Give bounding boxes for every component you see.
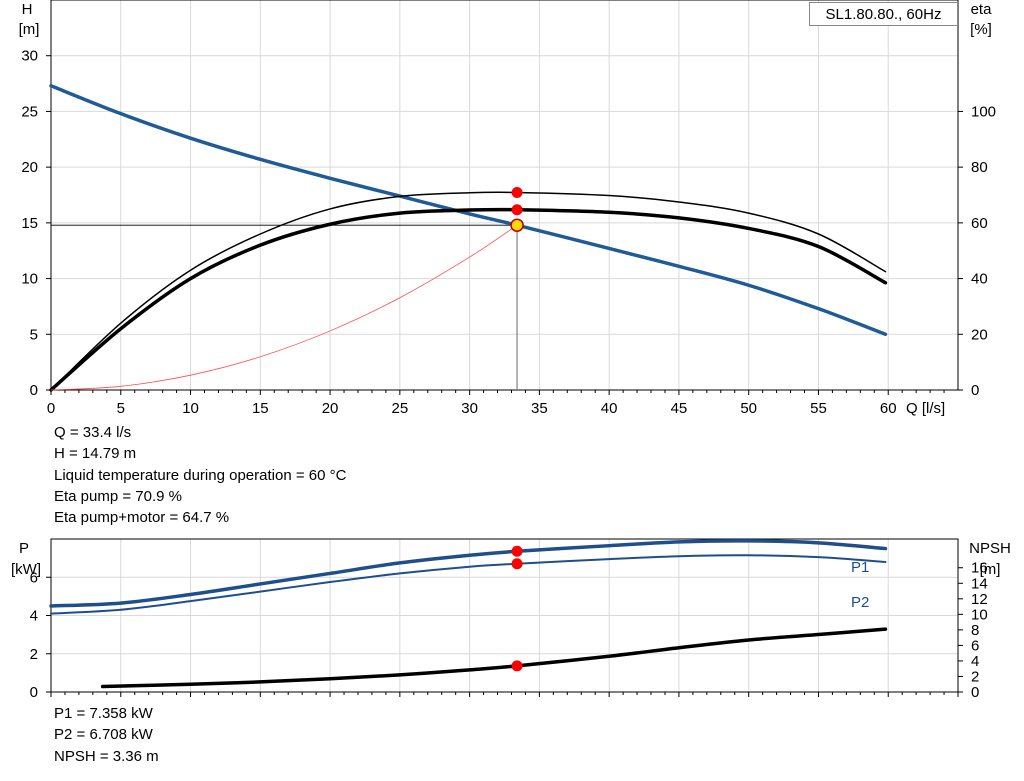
eta-pump-motor-curve: [49, 207, 888, 392]
info-p1: P1 = 7.358 kW: [54, 705, 153, 722]
p-axis-title: P: [19, 540, 29, 557]
x-axis-title: Q [l/s]: [906, 400, 945, 417]
x-tick-label: 10: [182, 400, 199, 417]
y-axis-title: H: [22, 1, 33, 18]
eta-pump-curve: [50, 191, 887, 391]
eta-tick-label: 0: [971, 382, 979, 399]
npsh-tick-label: 6: [971, 637, 979, 654]
p-axis-unit: [kW]: [11, 561, 41, 578]
npsh-tick-label: 12: [971, 591, 988, 608]
x-tick-label: 45: [671, 400, 688, 417]
y-tick-label: 0: [30, 382, 38, 399]
head-curve: [49, 84, 888, 337]
x-tick-label: 55: [810, 400, 827, 417]
eta-tick-label: 20: [971, 326, 988, 343]
info-npsh: NPSH = 3.36 m: [54, 747, 159, 765]
npsh-tick-label: 16: [971, 560, 988, 577]
y-tick-label: 25: [21, 103, 38, 120]
p-tick-label: 4: [30, 608, 38, 625]
npsh-axis-title: NPSH: [969, 540, 1011, 557]
npsh-tick-label: 10: [971, 606, 988, 623]
eta-tick-label: 80: [971, 159, 988, 176]
pump-model-legend: SL1.80.80., 60Hz: [809, 2, 958, 26]
y-tick-label: 15: [21, 215, 38, 232]
x-tick-label: 50: [740, 400, 757, 417]
system-curve: [50, 224, 518, 391]
info-eta-pump: Eta pump = 70.9 %: [54, 487, 182, 505]
y-axis-unit: [m]: [19, 21, 40, 38]
operating-point-marker: [511, 558, 523, 570]
power-info: P1 = 7.358 kW P2 = 6.708 kW NPSH = 3.36 …: [54, 703, 159, 767]
npsh-curve: [100, 627, 888, 689]
x-tick-label: 25: [392, 400, 409, 417]
x-tick-label: 35: [531, 400, 548, 417]
operating-point-marker: [511, 545, 523, 557]
npsh-tick-label: 4: [971, 653, 979, 670]
eta-tick-label: 60: [971, 215, 988, 232]
x-tick-label: 30: [461, 400, 478, 417]
x-tick-label: 20: [322, 400, 339, 417]
y-tick-label: 10: [21, 271, 38, 288]
eta-tick-label: 100: [971, 103, 996, 120]
npsh-axis-unit: [m]: [980, 561, 1001, 578]
npsh-tick-label: 2: [971, 668, 979, 685]
eta-axis-unit: [%]: [970, 21, 992, 38]
y-tick-label: 20: [21, 159, 38, 176]
operating-point-marker: [511, 186, 523, 198]
p-tick-label: 0: [30, 684, 38, 701]
x-tick-label: 5: [117, 400, 125, 417]
info-liquid-temperature: Liquid temperature during operation = 60…: [54, 466, 347, 484]
info-p2: P2 = 6.708 kW: [54, 726, 153, 744]
p2-label: P2: [851, 594, 869, 611]
p1-curve: [49, 539, 888, 608]
x-tick-label: 40: [601, 400, 618, 417]
x-tick-label: 0: [47, 400, 55, 417]
p1-label: P1: [851, 559, 869, 576]
info-flow: Q = 33.4 l/s: [54, 424, 132, 441]
y-tick-label: 5: [30, 326, 38, 343]
npsh-tick-label: 0: [971, 684, 979, 701]
x-tick-label: 60: [880, 400, 897, 417]
legend-label: SL1.80.80., 60Hz: [825, 6, 942, 23]
npsh-tick-label: 14: [971, 575, 988, 592]
p-tick-label: 6: [30, 569, 38, 586]
duty-point-info: Q = 33.4 l/s H = 14.79 m Liquid temperat…: [54, 422, 346, 528]
p-tick-label: 2: [30, 646, 38, 663]
operating-point-marker: [511, 204, 523, 216]
p2-curve: [50, 554, 887, 615]
eta-tick-label: 40: [971, 271, 988, 288]
plot-frame-top: [50, 0, 959, 391]
duty-point-marker: [510, 218, 524, 232]
npsh-tick-label: 8: [971, 622, 979, 639]
x-tick-label: 15: [252, 400, 269, 417]
eta-axis-title: eta: [971, 1, 993, 18]
operating-point-marker: [511, 660, 523, 672]
info-eta-pump-motor: Eta pump+motor = 64.7 %: [54, 509, 230, 527]
y-tick-label: 30: [21, 48, 38, 65]
info-head: H = 14.79 m: [54, 445, 137, 463]
